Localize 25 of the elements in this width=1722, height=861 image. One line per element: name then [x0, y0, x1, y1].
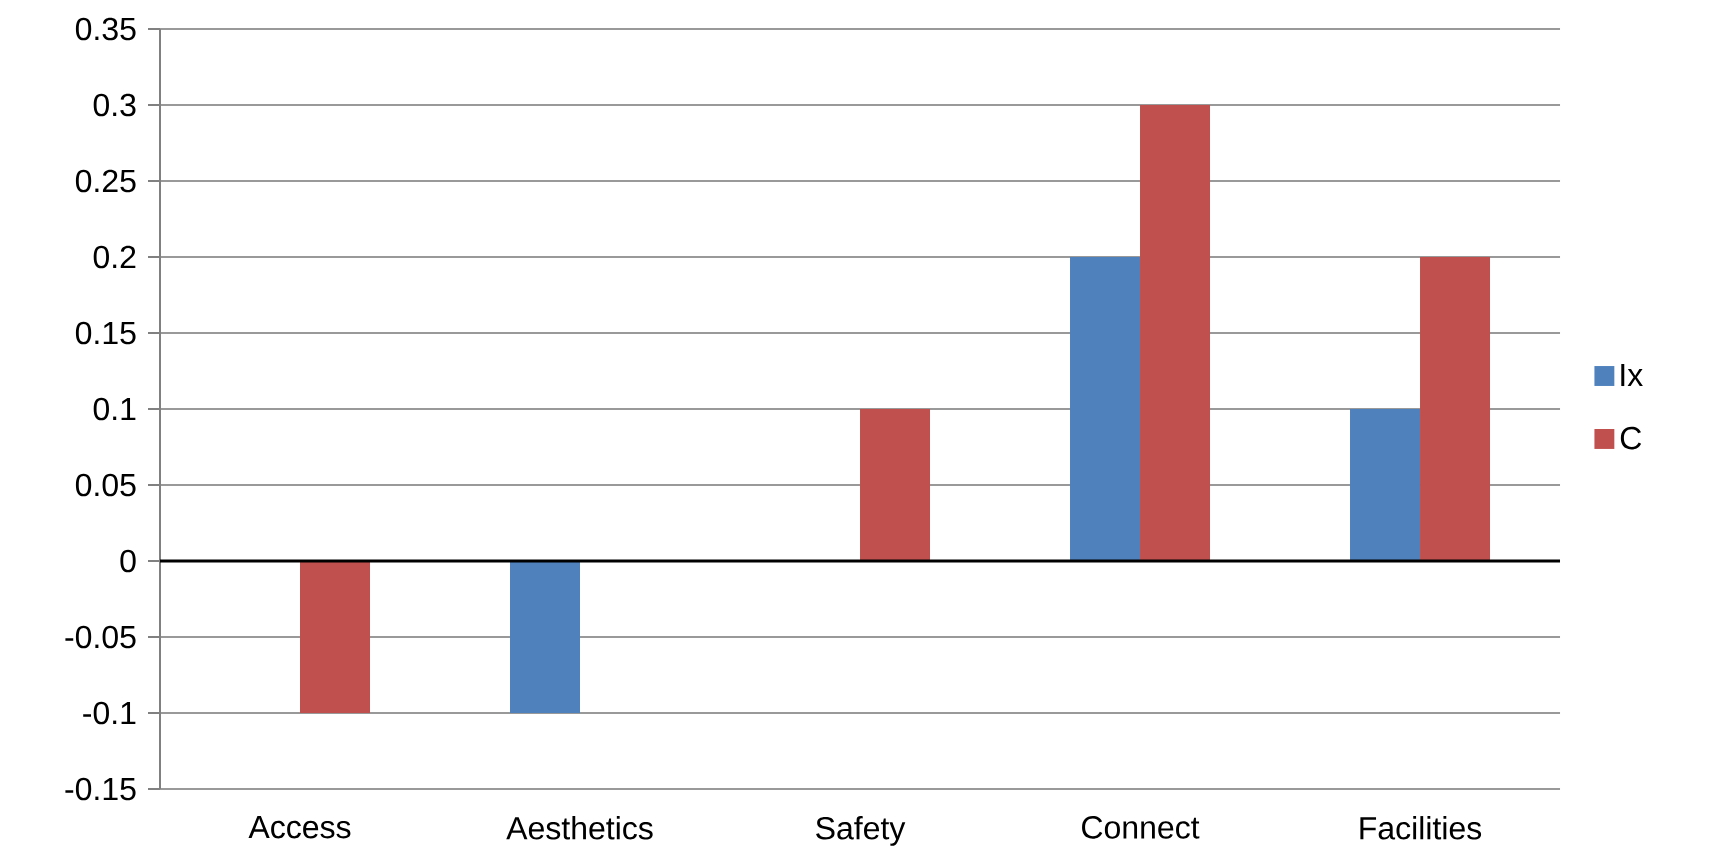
y-tick-label: 0.2 [93, 245, 136, 269]
y-tick-label: 0.35 [75, 17, 136, 41]
bar [1350, 409, 1421, 561]
y-tick-label: 0.15 [75, 321, 136, 345]
x-tick-label: Aesthetics [506, 816, 653, 840]
y-tick-label: 0.25 [75, 169, 136, 193]
x-tick-label: Facilities [1360, 816, 1482, 840]
y-tick-label: 0.1 [93, 397, 136, 421]
legend-label: Ix [1621, 364, 1643, 387]
bar [1420, 256, 1491, 561]
y-tick-label: 0.05 [75, 473, 136, 497]
bar [1140, 104, 1211, 561]
y-tick-label: 0 [120, 549, 136, 573]
legend-label: C [1620, 426, 1642, 450]
bar [300, 561, 371, 713]
y-tick-label: -0.15 [65, 777, 136, 801]
bar [860, 409, 931, 561]
x-tick-label: Access [248, 816, 351, 839]
y-tick-label: -0.1 [83, 701, 136, 725]
x-tick-label: Safety [816, 816, 906, 846]
bar [510, 561, 581, 713]
y-tick-label: 0.3 [93, 93, 136, 117]
x-tick-label: Connect [1082, 816, 1200, 839]
y-tick-label: -0.05 [65, 625, 136, 649]
bar [1070, 256, 1141, 561]
